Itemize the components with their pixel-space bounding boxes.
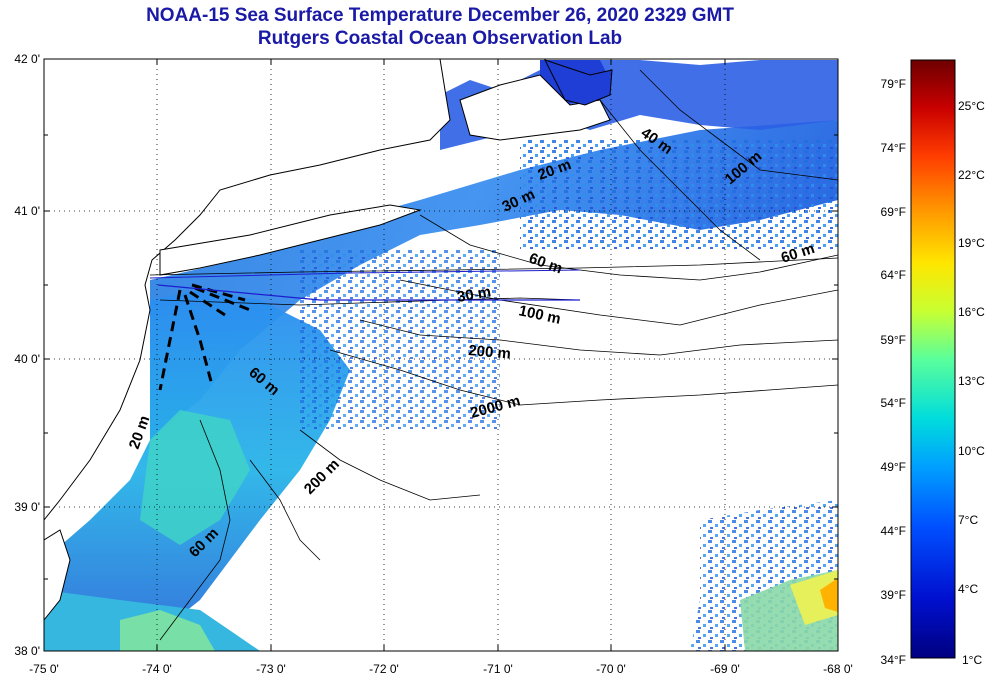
colorbar-c-label: 13°C [958,374,985,388]
contour-label: 30 m [456,283,493,306]
colorbar-celsius-labels: 25°C 22°C 19°C 16°C 13°C 10°C 7°C 4°C 1°… [958,99,985,667]
lon-label: -74 0' [142,662,172,676]
lat-label: 38 0' [14,644,40,658]
colorbar-fahrenheit-labels: 79°F 74°F 69°F 64°F 59°F 54°F 49°F 44°F … [881,77,906,667]
lon-label: -69 0' [710,662,740,676]
colorbar-c-label: 19°C [958,236,985,250]
axis-ticks [43,58,839,652]
lon-label: -73 0' [256,662,286,676]
shipping-lanes [158,283,251,391]
graticule [44,59,838,651]
colorbar-c-label: 22°C [958,168,985,182]
contour-label: 200 m [468,342,512,363]
colorbar-f-label: 49°F [881,460,906,474]
colorbar: 79°F 74°F 69°F 64°F 59°F 54°F 49°F 44°F … [881,59,985,667]
colorbar-c-label: 4°C [958,582,978,596]
lat-label: 39 0' [14,500,40,514]
lon-label: -68 0' [823,662,853,676]
colorbar-f-label: 59°F [881,333,906,347]
colorbar-f-label: 74°F [881,141,906,155]
colorbar-f-label: 69°F [881,205,906,219]
colorbar-f-label: 39°F [881,588,906,602]
lon-label: -75 0' [29,662,59,676]
bathymetry-contours [149,69,838,641]
lon-label: -72 0' [369,662,399,676]
colorbar-f-label: 34°F [881,653,906,667]
colorbar-c-label: 1°C [962,653,982,667]
longitude-labels: -75 0' -74 0' -73 0' -72 0' -71 0' -70 0… [29,662,853,676]
colorbar-f-label: 79°F [881,77,906,91]
map-border [43,58,839,652]
colorbar-f-label: 64°F [881,268,906,282]
map-subtitle: Rutgers Coastal Ocean Observation Lab [257,28,623,49]
transect-line [157,284,580,301]
lat-label: 40 0' [14,352,40,366]
land-layer [44,59,613,621]
colorbar-c-label: 10°C [958,444,985,458]
colorbar-gradient [910,59,956,659]
colorbar-f-label: 54°F [881,396,906,410]
sst-data-layer [44,60,838,651]
lat-label: 41 0' [14,204,40,218]
colorbar-c-label: 16°C [958,305,985,319]
colorbar-c-label: 25°C [958,99,985,113]
colorbar-f-label: 44°F [881,524,906,538]
transect-line-2 [149,269,581,279]
lon-label: -71 0' [483,662,513,676]
lon-label: -70 0' [596,662,626,676]
colorbar-c-label: 7°C [958,513,978,527]
latitude-labels: 42 0' 41 0' 40 0' 39 0' 38 0' [14,52,40,658]
map-title: NOAA-15 Sea Surface Temperature December… [146,5,734,26]
lat-label: 42 0' [14,52,40,66]
